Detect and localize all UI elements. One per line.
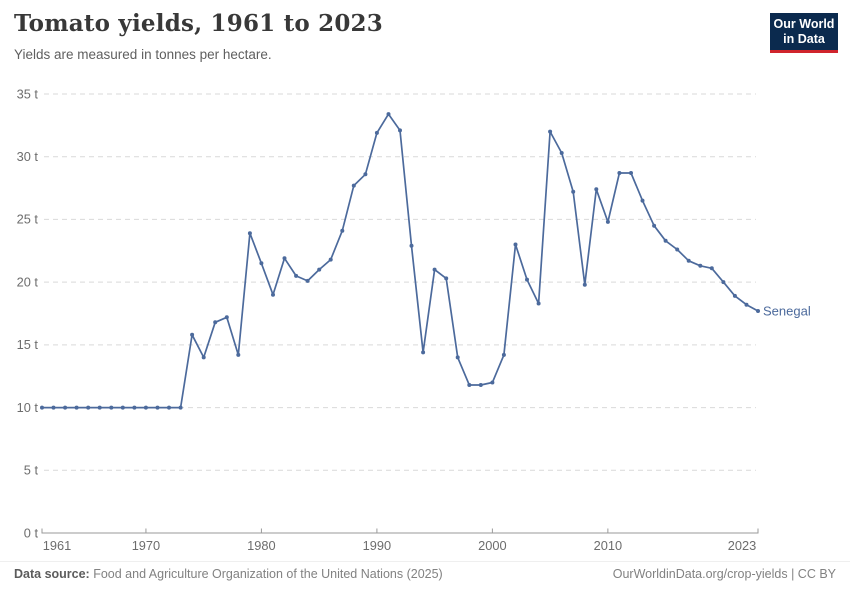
data-point[interactable] xyxy=(629,171,633,175)
y-tick-label: 0 t xyxy=(24,525,39,540)
data-point[interactable] xyxy=(698,263,703,268)
data-point[interactable] xyxy=(305,278,310,283)
data-point[interactable] xyxy=(74,405,79,410)
data-point[interactable] xyxy=(328,257,333,262)
x-tick-label: 2000 xyxy=(478,538,506,553)
data-point[interactable] xyxy=(294,273,299,278)
data-point[interactable] xyxy=(501,352,506,357)
data-point[interactable] xyxy=(132,405,137,410)
data-point[interactable] xyxy=(605,219,610,224)
footer-divider xyxy=(0,561,850,562)
x-tick-label: 1961 xyxy=(43,538,71,553)
x-tick-label: 1980 xyxy=(247,538,275,553)
y-tick-label: 10 t xyxy=(17,400,39,415)
x-tick-label: 1970 xyxy=(132,538,160,553)
data-point[interactable] xyxy=(190,332,195,337)
data-point[interactable] xyxy=(559,151,564,155)
y-tick-label: 30 t xyxy=(17,149,39,164)
data-point[interactable] xyxy=(109,405,114,410)
data-point[interactable] xyxy=(536,301,541,306)
data-point[interactable] xyxy=(513,242,518,247)
data-point[interactable] xyxy=(582,282,587,287)
data-point[interactable] xyxy=(86,405,91,410)
data-point[interactable] xyxy=(167,405,171,410)
data-point[interactable] xyxy=(351,183,356,188)
data-point[interactable] xyxy=(143,405,148,410)
owid-logo[interactable]: Our World in Data xyxy=(770,13,838,53)
data-point[interactable] xyxy=(120,405,125,410)
data-point[interactable] xyxy=(282,256,287,261)
data-point[interactable] xyxy=(686,258,691,263)
series-line[interactable] xyxy=(42,113,759,409)
x-tick-label: 2010 xyxy=(594,538,622,553)
data-point[interactable] xyxy=(709,266,714,271)
data-point[interactable] xyxy=(213,320,218,325)
data-point[interactable] xyxy=(51,405,56,410)
data-point[interactable] xyxy=(525,277,529,282)
data-point[interactable] xyxy=(756,309,760,313)
data-source-note: Data source: Food and Agriculture Organi… xyxy=(14,567,443,581)
owid-logo-line1: Our World xyxy=(773,17,835,31)
data-point[interactable] xyxy=(259,261,264,266)
data-point[interactable] xyxy=(663,238,668,243)
data-source-text: Food and Agriculture Organization of the… xyxy=(89,567,443,581)
x-tick-label: 2023 xyxy=(728,538,756,553)
owid-logo-line2: in Data xyxy=(783,32,825,46)
data-source-label: Data source: xyxy=(14,567,90,581)
data-point[interactable] xyxy=(363,172,368,177)
data-point[interactable] xyxy=(548,129,553,134)
data-point[interactable] xyxy=(224,315,229,320)
data-point[interactable] xyxy=(421,350,426,355)
owid-link[interactable]: OurWorldinData.org/crop-yields xyxy=(612,567,788,581)
data-point[interactable] xyxy=(444,276,449,281)
data-point[interactable] xyxy=(732,293,737,298)
data-point[interactable] xyxy=(432,267,437,272)
data-point[interactable] xyxy=(247,231,252,236)
data-point[interactable] xyxy=(675,247,680,252)
data-point[interactable] xyxy=(571,189,576,194)
page-title: Tomato yields, 1961 to 2023 xyxy=(14,10,383,37)
y-tick-label: 35 t xyxy=(17,86,39,101)
data-point[interactable] xyxy=(467,383,472,387)
chart-footer: Data source: Food and Agriculture Organi… xyxy=(14,567,836,581)
data-point[interactable] xyxy=(744,302,749,307)
x-axis-line xyxy=(41,528,759,534)
data-point[interactable] xyxy=(155,405,160,410)
series-end-label[interactable]: Senegal xyxy=(763,303,811,318)
data-point[interactable] xyxy=(398,128,402,133)
data-point[interactable] xyxy=(271,292,275,297)
data-point[interactable] xyxy=(97,405,102,410)
data-point[interactable] xyxy=(236,352,241,357)
data-point[interactable] xyxy=(478,383,483,387)
data-point[interactable] xyxy=(201,355,206,360)
footer-attribution: OurWorldinData.org/crop-yields | CC BY xyxy=(613,567,836,581)
data-point[interactable] xyxy=(386,112,391,117)
y-tick-label: 5 t xyxy=(24,463,39,478)
data-point[interactable] xyxy=(409,243,414,248)
data-point[interactable] xyxy=(640,198,645,203)
y-tick-label: 20 t xyxy=(17,274,39,289)
y-tick-label: 15 t xyxy=(17,337,39,352)
data-point[interactable] xyxy=(374,130,379,135)
data-point[interactable] xyxy=(490,380,495,385)
data-point[interactable] xyxy=(63,405,68,410)
y-tick-label: 25 t xyxy=(17,212,39,227)
data-point[interactable] xyxy=(721,280,726,285)
data-point[interactable] xyxy=(455,355,460,360)
data-point[interactable] xyxy=(340,228,345,233)
x-tick-label: 1990 xyxy=(363,538,391,553)
chart-subtitle: Yields are measured in tonnes per hectar… xyxy=(14,47,272,62)
data-point[interactable] xyxy=(652,223,657,228)
data-point[interactable] xyxy=(178,405,183,410)
data-point[interactable] xyxy=(317,267,322,272)
license-text: | CC BY xyxy=(787,567,836,581)
data-point[interactable] xyxy=(617,171,622,175)
data-point[interactable] xyxy=(40,405,44,410)
data-point[interactable] xyxy=(594,187,599,192)
